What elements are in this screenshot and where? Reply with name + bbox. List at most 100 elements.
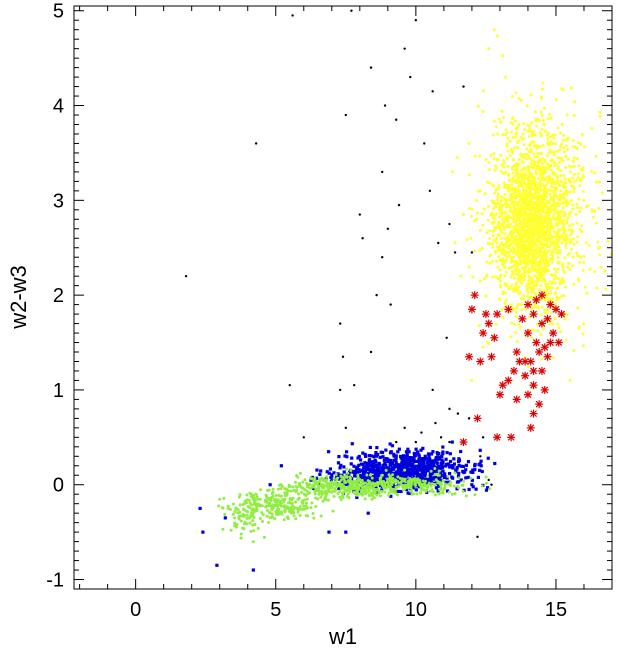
data-point: [535, 124, 539, 128]
data-point: [516, 252, 520, 256]
data-point: [499, 229, 503, 233]
data-point: [198, 506, 202, 511]
data-point: [523, 222, 527, 226]
data-point: [564, 243, 568, 247]
data-point: [426, 474, 430, 478]
data-point: [327, 530, 331, 534]
data-point: [292, 511, 296, 515]
data-point: [387, 469, 391, 473]
data-point: [572, 242, 576, 246]
data-point: [533, 143, 537, 147]
data-point: [551, 216, 555, 220]
data-point: [548, 258, 552, 262]
data-point: [496, 192, 500, 196]
data-point: [518, 197, 522, 201]
data-point: [534, 279, 538, 283]
data-point: [345, 467, 349, 471]
data-point: [440, 454, 444, 458]
data-point: [582, 260, 586, 264]
data-point: [273, 498, 277, 502]
data-point: [568, 378, 572, 382]
data-point: [571, 138, 575, 142]
data-point: [579, 206, 583, 210]
data-point: [478, 154, 482, 158]
data-point: [531, 195, 535, 199]
data-point: [430, 482, 434, 486]
data-point: [254, 142, 258, 145]
data-point: [361, 463, 365, 467]
data-point: [403, 479, 407, 483]
data-point: [549, 211, 553, 215]
data-point: [511, 176, 515, 180]
data-point: [493, 461, 497, 466]
data-point: [576, 141, 580, 145]
data-point: [483, 277, 487, 281]
data-point: [538, 131, 542, 135]
data-point: [516, 277, 520, 281]
data-point: [389, 494, 393, 498]
data-point: [517, 268, 521, 272]
data-point: [527, 247, 531, 251]
data-point: [569, 184, 573, 188]
data-point: [294, 517, 298, 521]
data-point: [520, 214, 524, 218]
data-point: [481, 436, 485, 439]
data-point: [239, 519, 243, 523]
data-point: [507, 178, 511, 182]
data-point: [376, 487, 380, 491]
data-point: [291, 504, 295, 508]
data-point: [573, 100, 577, 104]
data-point: [532, 338, 541, 347]
data-point: [516, 169, 520, 173]
data-point: [426, 458, 431, 462]
data-point: [233, 510, 237, 514]
data-point: [427, 454, 431, 458]
data-point: [462, 85, 465, 88]
data-point: [455, 466, 459, 470]
data-point: [493, 213, 497, 217]
data-point: [300, 490, 304, 494]
data-point: [554, 231, 558, 235]
data-point: [548, 226, 552, 230]
data-point: [561, 262, 565, 266]
data-point: [547, 292, 551, 296]
data-point: [375, 477, 379, 482]
data-point: [511, 271, 515, 275]
data-point: [389, 450, 393, 454]
data-point: [591, 215, 595, 219]
data-point: [514, 242, 518, 246]
data-point: [546, 282, 550, 286]
data-point: [553, 316, 557, 320]
data-point: [585, 291, 589, 295]
data-point: [537, 164, 541, 168]
data-point: [556, 176, 560, 180]
data-point: [238, 493, 242, 497]
data-point: [498, 259, 502, 263]
data-point: [531, 140, 535, 144]
data-point: [555, 202, 559, 206]
data-point: [391, 467, 396, 471]
data-point: [420, 469, 424, 473]
data-point: [399, 468, 404, 472]
data-point: [520, 297, 524, 301]
data-point: [529, 296, 533, 300]
data-point: [184, 274, 188, 278]
data-point: [218, 497, 222, 501]
data-point: [409, 75, 412, 79]
data-point: [406, 459, 410, 463]
data-point: [528, 282, 532, 286]
data-point: [525, 174, 529, 178]
data-point: [530, 289, 534, 293]
data-point: [528, 127, 532, 131]
data-point: [325, 492, 329, 496]
data-point: [553, 267, 557, 271]
data-point: [234, 507, 238, 511]
data-point: [562, 236, 566, 240]
data-point: [481, 109, 485, 113]
data-point: [549, 220, 553, 224]
data-point: [488, 237, 492, 241]
data-point: [473, 464, 477, 468]
data-point: [546, 338, 555, 347]
data-point: [552, 247, 556, 251]
data-point: [231, 502, 235, 506]
